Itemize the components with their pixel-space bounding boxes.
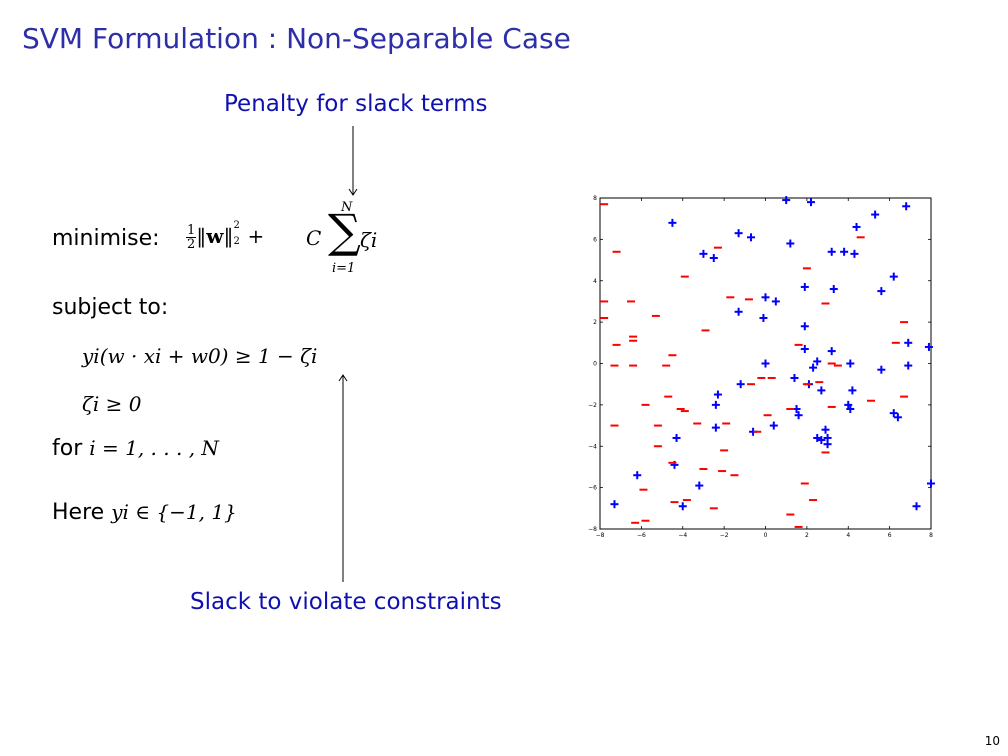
x-tick-label: 8 bbox=[929, 532, 933, 539]
plus-point bbox=[672, 433, 681, 442]
x-tick-label: −4 bbox=[678, 532, 687, 539]
plus-point bbox=[829, 285, 838, 294]
plus-point bbox=[786, 239, 795, 248]
plus-point bbox=[794, 411, 803, 420]
plus-point bbox=[695, 481, 704, 490]
minimise-label: minimise: bbox=[52, 226, 160, 251]
plus-point bbox=[844, 400, 853, 409]
plus-point bbox=[633, 471, 642, 480]
plus-point bbox=[893, 413, 902, 422]
slack-nonnegativity: ζi ≥ 0 bbox=[82, 392, 142, 416]
plus-point bbox=[850, 249, 859, 258]
sum-lower-limit: i=1 bbox=[332, 261, 356, 276]
plus-point bbox=[817, 436, 826, 445]
plus-point bbox=[761, 359, 770, 368]
x-tick-label: 6 bbox=[888, 532, 892, 539]
plus-point bbox=[678, 502, 687, 511]
slack-sum-term: ζi bbox=[360, 228, 378, 252]
slack-arrow bbox=[338, 374, 348, 582]
plus-point bbox=[904, 338, 913, 347]
plus-point bbox=[889, 272, 898, 281]
page-number: 10 bbox=[984, 734, 1000, 748]
objective-norm-term: 1 2 ‖w‖ 2 2 + bbox=[186, 220, 265, 252]
subject-to-label: subject to: bbox=[52, 295, 169, 320]
x-tick-label: −8 bbox=[596, 532, 605, 539]
plus-point bbox=[734, 307, 743, 316]
plus-point bbox=[771, 297, 780, 306]
plus-point bbox=[610, 500, 619, 509]
y-tick-label: −4 bbox=[588, 443, 597, 450]
index-range: for i = 1, . . . , N bbox=[52, 436, 219, 461]
plus-point bbox=[761, 293, 770, 302]
margin-constraint: yi(w · xi + w0) ≥ 1 − ζi bbox=[82, 344, 318, 368]
plus-point bbox=[800, 345, 809, 354]
slide-title: SVM Formulation : Non-Separable Case bbox=[22, 22, 571, 55]
plus-point bbox=[927, 479, 935, 488]
plus-point bbox=[846, 359, 855, 368]
plus-point bbox=[924, 342, 933, 351]
plus-point bbox=[827, 247, 836, 256]
plus-point bbox=[904, 361, 913, 370]
plus-point bbox=[747, 233, 756, 242]
plus-point bbox=[790, 373, 799, 382]
plus-point bbox=[709, 253, 718, 262]
x-tick-label: 0 bbox=[764, 532, 768, 539]
plus-point bbox=[912, 502, 921, 511]
plus-point bbox=[817, 386, 826, 395]
plus-point bbox=[871, 210, 880, 219]
scatter-plot: −8 −6 −4 −2 0 2 4 6 8 −8 −6 −4 −2 0 2 4 6 8 bbox=[588, 195, 935, 539]
sigma-symbol: ∑ bbox=[328, 204, 361, 258]
penalty-constant-C: C bbox=[306, 226, 322, 250]
penalty-arrow bbox=[348, 126, 358, 196]
plus-point bbox=[734, 229, 743, 238]
plus-point bbox=[736, 380, 745, 389]
y-tick-label: −8 bbox=[588, 526, 597, 533]
plus-point bbox=[711, 423, 720, 432]
plus-point bbox=[807, 198, 816, 207]
y-tick-label: −2 bbox=[588, 402, 597, 409]
plus-point bbox=[889, 409, 898, 418]
label-definition: Here yi ∈ {−1, 1} bbox=[52, 500, 237, 525]
plus-point bbox=[711, 400, 720, 409]
penalty-annotation: Penalty for slack terms bbox=[224, 91, 488, 117]
x-tick-label: −6 bbox=[637, 532, 646, 539]
plus-point bbox=[813, 357, 822, 366]
plus-point bbox=[809, 363, 818, 372]
plus-point bbox=[827, 347, 836, 356]
y-tick-label: 4 bbox=[593, 278, 597, 285]
plus-point bbox=[699, 249, 708, 258]
plus-point bbox=[713, 390, 722, 399]
plus-point bbox=[823, 433, 832, 442]
summation: N ∑ i=1 bbox=[318, 198, 378, 280]
slack-annotation: Slack to violate constraints bbox=[190, 589, 502, 615]
x-tick-label: 4 bbox=[846, 532, 850, 539]
plus-point bbox=[759, 313, 768, 322]
plus-point bbox=[800, 322, 809, 331]
y-tick-label: 0 bbox=[593, 361, 597, 368]
plus-point bbox=[852, 222, 861, 231]
plus-point bbox=[813, 433, 822, 442]
plus-point bbox=[840, 247, 849, 256]
y-tick-label: 2 bbox=[593, 319, 597, 326]
plus-point bbox=[877, 365, 886, 374]
plus-point bbox=[821, 425, 830, 434]
plus-point bbox=[846, 405, 855, 414]
x-tick-label: −2 bbox=[720, 532, 729, 539]
y-tick-label: −6 bbox=[588, 485, 597, 492]
plus-point bbox=[782, 196, 791, 205]
y-tick-label: 8 bbox=[593, 195, 597, 202]
plus-point bbox=[769, 421, 778, 430]
plus-point bbox=[668, 218, 677, 227]
x-tick-label: 2 bbox=[805, 532, 809, 539]
sum-upper-limit: N bbox=[341, 200, 353, 215]
plus-point bbox=[902, 202, 911, 211]
plus-point bbox=[800, 282, 809, 291]
plus-point bbox=[848, 386, 857, 395]
plus-point bbox=[877, 287, 886, 296]
y-tick-label: 6 bbox=[593, 236, 597, 243]
